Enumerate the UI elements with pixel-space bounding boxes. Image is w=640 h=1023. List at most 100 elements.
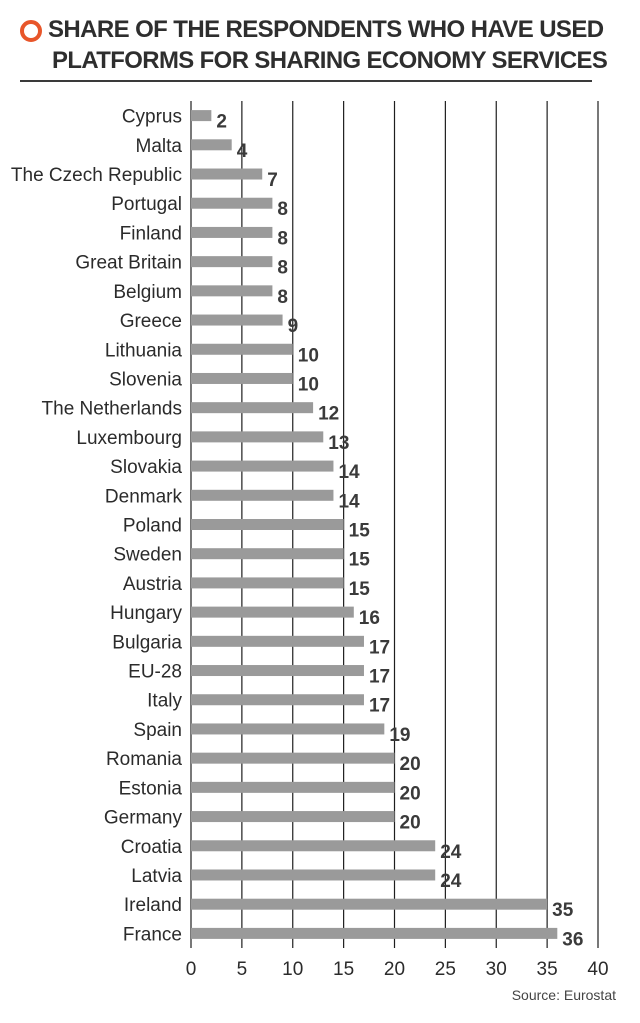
- value-label: 35: [552, 900, 574, 921]
- bar: [191, 431, 324, 443]
- value-label: 8: [277, 228, 288, 249]
- value-label: 13: [328, 433, 349, 454]
- value-label: 24: [440, 871, 462, 892]
- bar: [191, 781, 395, 793]
- value-label: 9: [288, 316, 299, 337]
- bar: [191, 752, 395, 764]
- x-tick-label: 35: [537, 959, 558, 980]
- value-label: 8: [277, 199, 288, 220]
- category-label: Poland: [123, 516, 182, 537]
- value-label: 17: [369, 667, 390, 688]
- category-label: EU-28: [128, 662, 182, 683]
- x-tick-label: 40: [587, 959, 608, 980]
- bar: [191, 519, 344, 530]
- value-label: 16: [359, 608, 380, 629]
- category-label: France: [123, 924, 182, 945]
- value-label: 20: [400, 813, 421, 834]
- bar: [191, 840, 436, 852]
- category-label: Malta: [136, 136, 183, 157]
- category-label: Hungary: [110, 603, 182, 624]
- bar: [191, 285, 273, 297]
- value-label: 10: [298, 345, 319, 366]
- category-label: Sweden: [113, 545, 182, 566]
- bar: [191, 811, 395, 823]
- bar: [191, 372, 293, 384]
- title-line-1: SHARE OF THE RESPONDENTS WHO HAVE USED: [48, 16, 604, 43]
- bar: [191, 606, 354, 618]
- x-tick-label: 15: [333, 959, 354, 980]
- x-tick-label: 20: [384, 959, 405, 980]
- category-label: Denmark: [105, 486, 183, 507]
- category-label: Great Britain: [75, 253, 182, 274]
- category-label: Germany: [104, 808, 183, 829]
- ring-icon: [20, 20, 42, 42]
- x-tick-label: 25: [435, 959, 456, 980]
- bar: [191, 548, 344, 560]
- category-label: Austria: [123, 574, 183, 595]
- bar: [191, 197, 273, 209]
- bar: [191, 489, 334, 501]
- bar: [191, 314, 283, 326]
- value-label: 17: [369, 637, 390, 658]
- bar: [191, 927, 558, 939]
- value-label: 2: [216, 112, 227, 133]
- value-label: 17: [369, 696, 390, 717]
- value-label: 20: [400, 783, 421, 804]
- value-label: 20: [400, 754, 421, 775]
- value-label: 15: [349, 550, 371, 571]
- value-label: 24: [440, 842, 462, 863]
- value-label: 10: [298, 374, 319, 395]
- x-tick-label: 0: [186, 959, 197, 980]
- category-label: Lithuania: [105, 340, 183, 361]
- category-label: Estonia: [119, 778, 183, 799]
- category-label: Croatia: [121, 837, 183, 858]
- bar: [191, 226, 273, 238]
- title-line-2: PLATFORMS FOR SHARING ECONOMY SERVICES: [52, 47, 608, 74]
- category-label: Bulgaria: [112, 632, 182, 653]
- x-tick-label: 10: [282, 959, 303, 980]
- category-label: The Czech Republic: [11, 165, 182, 186]
- value-label: 4: [237, 141, 248, 162]
- bar: [191, 665, 364, 677]
- bar: [191, 402, 314, 414]
- bar: [191, 168, 263, 180]
- x-tick-label: 30: [486, 959, 507, 980]
- bar: [191, 694, 364, 706]
- bar: [191, 460, 334, 472]
- value-label: 14: [338, 491, 360, 512]
- category-label: Portugal: [111, 194, 182, 215]
- category-label: Greece: [120, 311, 182, 332]
- bar: [191, 869, 436, 881]
- bar: [191, 898, 548, 910]
- category-label: Romania: [106, 749, 182, 770]
- category-label: Finland: [120, 223, 182, 244]
- source-note: Source: Eurostat: [511, 987, 616, 1003]
- category-label: Spain: [133, 720, 182, 741]
- value-label: 36: [562, 929, 583, 950]
- bar: [191, 139, 232, 151]
- value-label: 15: [349, 521, 371, 542]
- value-label: 8: [277, 258, 288, 279]
- value-label: 15: [349, 579, 371, 600]
- category-label: The Netherlands: [42, 399, 182, 420]
- bar: [191, 343, 293, 355]
- category-label: Slovenia: [109, 369, 182, 390]
- title-divider: [20, 80, 592, 82]
- bar: [191, 256, 273, 268]
- value-label: 19: [389, 725, 410, 746]
- bar: [191, 577, 344, 589]
- value-label: 14: [338, 462, 360, 483]
- category-label: Slovakia: [110, 457, 182, 478]
- category-label: Italy: [147, 691, 182, 712]
- category-label: Cyprus: [122, 107, 182, 128]
- category-label: Ireland: [124, 895, 182, 916]
- category-label: Latvia: [131, 866, 182, 887]
- value-label: 8: [277, 287, 288, 308]
- x-tick-label: 5: [237, 959, 248, 980]
- bar: [191, 723, 385, 735]
- bar: [191, 635, 364, 647]
- category-label: Luxembourg: [76, 428, 182, 449]
- value-label: 7: [267, 170, 278, 191]
- category-label: Belgium: [113, 282, 182, 303]
